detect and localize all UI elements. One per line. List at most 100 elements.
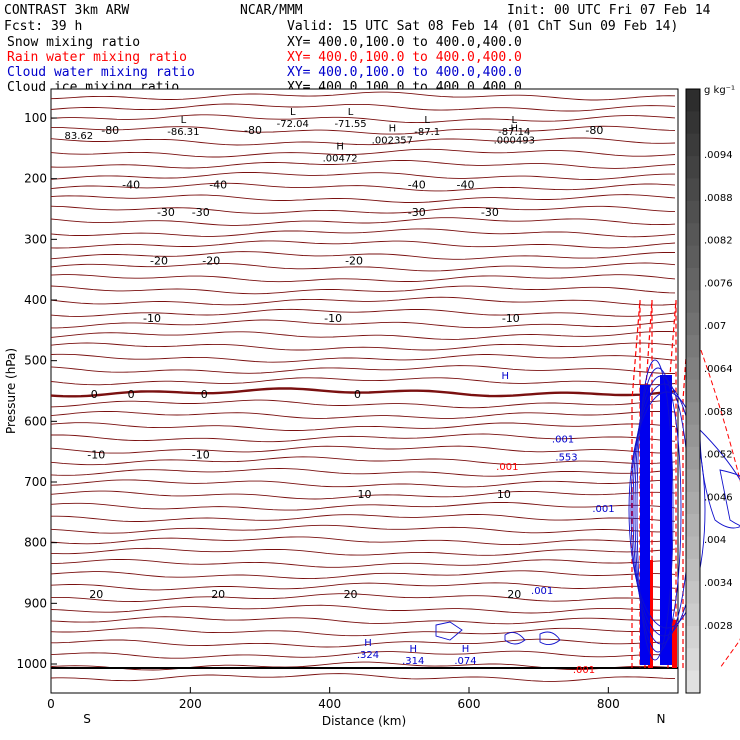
isotherm-line (50, 353, 676, 363)
isotherm-line (51, 638, 675, 648)
isotherm-line (50, 377, 676, 386)
temperature-label: 0 (128, 388, 135, 401)
model-title: CONTRAST 3km ARW (4, 3, 129, 18)
colorbar-swatch (686, 670, 700, 694)
field-xy: XY= 400.0,100.0 to 400.0,400.0 (287, 65, 522, 80)
colorbar-label: .007 (704, 321, 726, 332)
isotherm-line (50, 673, 676, 682)
isotherm-line (50, 228, 676, 238)
colorbar-swatch (686, 290, 700, 314)
temperature-label: -10 (192, 449, 210, 462)
cloud-label-value: .314 (402, 656, 424, 667)
field-name: Cloud water mixing ratio (7, 65, 195, 80)
colorbar-swatch (686, 491, 700, 515)
isotherm-line (50, 524, 676, 534)
temperature-label: -30 (408, 206, 426, 219)
isotherm-line (50, 148, 676, 158)
cloud-contour (435, 621, 463, 641)
temperature-label: -20 (202, 255, 220, 268)
temperature-label: 0 (201, 388, 208, 401)
isotherm-line (50, 558, 676, 568)
isotherm-line (50, 262, 676, 272)
temperature-label: -80 (244, 124, 262, 137)
extremum-marker: L (511, 115, 517, 126)
extremum-value: -72.04 (277, 119, 309, 130)
temperature-label: 20 (344, 588, 358, 601)
colorbar-swatch (686, 558, 700, 582)
temperature-label: -20 (150, 255, 168, 268)
isotherm-line (50, 160, 676, 169)
x-axis-label: Distance (km) (322, 714, 406, 728)
temperature-label: -40 (408, 179, 426, 192)
contour-labels: -80 -80 -80 -40 -40 -40 -40 -30 -30 -30 -30 -20 -20 -… (65, 107, 615, 676)
isotherm-line (50, 114, 676, 124)
colorbar-swatch (686, 335, 700, 358)
isotherm-line (51, 514, 676, 522)
cloud-contour (504, 631, 526, 645)
colorbar-swatch (686, 268, 700, 291)
y-tick-label: 200 (24, 172, 47, 186)
x-tick-label: 800 (597, 697, 620, 711)
isotherm-line (50, 91, 676, 101)
temperature-label: -10 (324, 312, 342, 325)
extremum-value: .002357 (372, 135, 413, 146)
isotherm-line (50, 296, 676, 306)
isotherm-line (50, 433, 676, 443)
temperature-label: -10 (143, 312, 161, 325)
y-tick-label: 300 (24, 232, 47, 246)
isotherm-line (50, 182, 676, 192)
isotherm-line (51, 319, 676, 329)
temperature-label: 0 (91, 388, 98, 401)
extremum-marker: H (511, 123, 519, 134)
extremum-marker: H (389, 123, 397, 134)
colorbar-swatch (686, 469, 700, 493)
temperature-label: -30 (481, 206, 499, 219)
rain-label-value: .001 (573, 665, 595, 676)
extremum-value: .000493 (494, 135, 535, 146)
isotherm-line (50, 604, 676, 614)
x-tick-label: 0 (47, 697, 55, 711)
field-name: Snow mixing ratio (7, 35, 140, 50)
isotherm-line (50, 217, 676, 226)
colorbar-swatch (686, 245, 700, 269)
isotherm-line (50, 490, 676, 500)
colorbar-swatch (686, 156, 700, 179)
x-end-label-right: N (657, 712, 666, 726)
colorbar-label: .0094 (704, 150, 733, 161)
isotherm-line (50, 399, 676, 409)
colorbar-swatch (686, 178, 700, 202)
isotherm-line (50, 570, 676, 580)
isotherm-line (50, 308, 676, 317)
temperature-label: 0 (354, 388, 361, 401)
isotherm-lines (50, 91, 678, 682)
cloud-contour (628, 391, 706, 629)
colorbar-swatch (686, 89, 700, 112)
isotherm-line (50, 501, 676, 511)
cloud-label-marker: H (410, 644, 418, 655)
colorbar-label: .0034 (704, 578, 733, 589)
cloud-core (640, 385, 650, 665)
isotherm-line (50, 387, 676, 398)
cloud-label-marker: H (462, 644, 470, 655)
isotherm-line (50, 365, 675, 374)
figure-header: CONTRAST 3km ARW NCAR/MMM Init: 00 UTC F… (4, 3, 711, 34)
isotherm-line (50, 342, 676, 351)
isotherm-line (50, 661, 676, 671)
colorbar-swatch (686, 357, 700, 381)
cloud-label-value: .553 (555, 453, 577, 464)
isotherm-line (50, 422, 676, 431)
isotherm-line (50, 194, 676, 203)
temperature-label: -80 (101, 124, 119, 137)
temperature-label: -20 (345, 255, 363, 268)
y-tick-label: 900 (24, 596, 47, 610)
field-legend: Snow mixing ratio XY= 400.0,100.0 to 400.… (7, 35, 522, 95)
colorbar-label: .0046 (704, 492, 733, 503)
isotherm-line (50, 468, 676, 477)
isotherm-line (50, 274, 676, 283)
extremum-value: 83.62 (65, 131, 94, 142)
temperature-label: 10 (358, 488, 372, 501)
colorbar-label: .0064 (704, 364, 733, 375)
colorbar-swatch (686, 581, 700, 604)
